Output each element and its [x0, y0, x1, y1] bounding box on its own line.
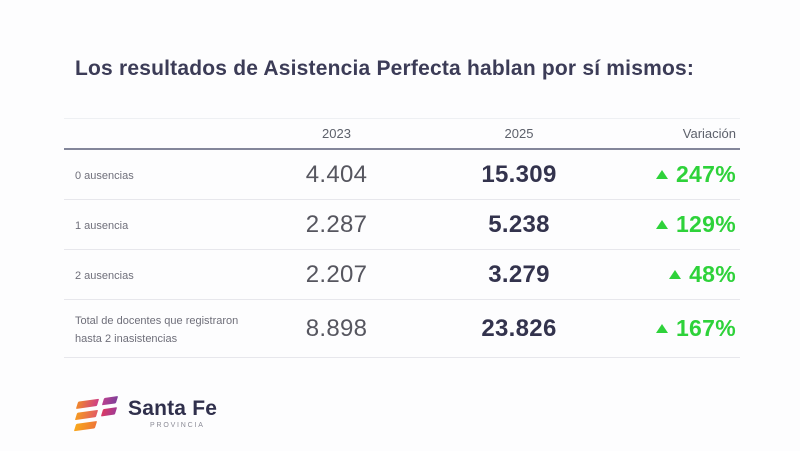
value-2025: 15.309 [481, 160, 557, 188]
row-label: 2 ausencias [75, 269, 134, 282]
table-header-row: 2023 2025 Variación [64, 118, 740, 150]
table-row: 0 ausencias 4.404 15.309 247% [64, 150, 740, 200]
value-2025: 23.826 [481, 314, 557, 342]
value-2025: 5.238 [488, 210, 550, 238]
up-triangle-icon [655, 220, 668, 229]
logo-name: Santa Fe [128, 397, 218, 420]
value-2023: 2.287 [305, 210, 368, 238]
value-2023: 2.207 [305, 260, 368, 288]
up-triangle-icon [655, 170, 668, 179]
logo-subtitle: PROVINCIA [150, 422, 205, 429]
variation-value: 167% [609, 315, 736, 342]
row-label: 0 ausencias [75, 169, 134, 182]
santa-fe-stripes-icon [73, 395, 119, 431]
variation-value: 247% [609, 161, 736, 188]
variation-value: 129% [609, 211, 736, 238]
header-2025: 2025 [504, 126, 534, 141]
variation-percent: 48% [689, 261, 736, 287]
value-2025: 3.279 [488, 260, 550, 288]
value-2023: 8.898 [305, 314, 368, 342]
variation-value: 48% [609, 261, 736, 288]
table-row-total: Total de docentes que registraron hasta … [64, 300, 740, 358]
header-variacion: Variación [682, 126, 736, 141]
value-2023: 4.404 [305, 160, 368, 188]
header-2023: 2023 [322, 126, 351, 141]
santa-fe-logo: Santa Fe PROVINCIA [73, 395, 217, 431]
variation-percent: 129% [675, 211, 736, 237]
results-table: 2023 2025 Variación 0 ausencias 4.404 15… [64, 118, 740, 358]
table-row: 1 ausencia 2.287 5.238 129% [64, 200, 740, 250]
up-triangle-icon [669, 270, 682, 279]
variation-percent: 167% [675, 315, 736, 341]
page-title: Los resultados de Asistencia Perfecta ha… [75, 57, 695, 80]
variation-percent: 247% [675, 161, 736, 187]
row-label: Total de docentes que registraron hasta … [75, 314, 239, 345]
table-row: 2 ausencias 2.207 3.279 48% [64, 250, 740, 300]
up-triangle-icon [655, 324, 668, 333]
row-label: 1 ausencia [75, 219, 129, 232]
logo-text: Santa Fe PROVINCIA [128, 398, 217, 429]
